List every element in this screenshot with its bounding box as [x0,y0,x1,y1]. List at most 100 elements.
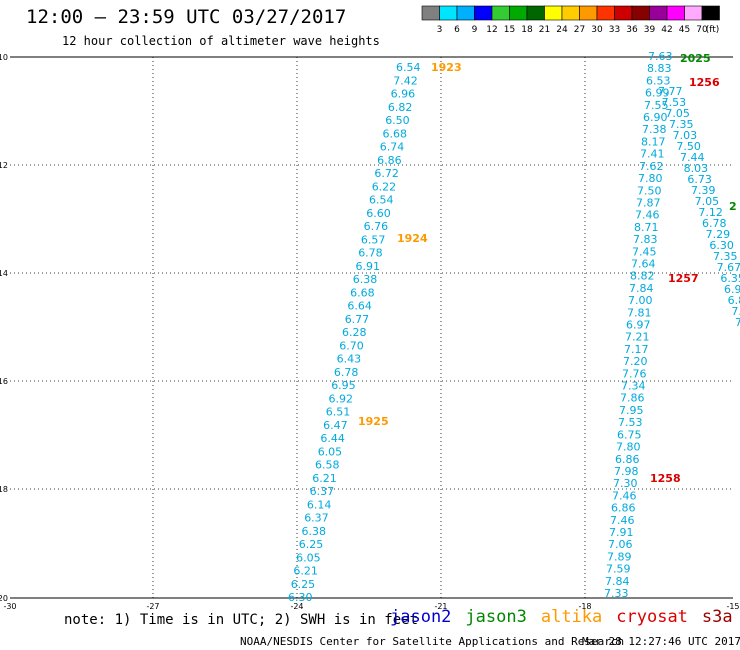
wave-height-value: 7.20 [623,355,648,368]
wave-height-value: 7.33 [604,587,629,600]
wave-height-value: 6.30 [288,591,313,604]
wave-height-value: 6.91 [356,260,381,273]
wave-height-value: 6.25 [299,538,324,551]
wave-height-value: 7.91 [609,526,634,539]
hour-label-altika: 1923 [431,61,462,74]
wave-height-value: 7.98 [614,465,639,478]
satellite-legend: jason2 jason3 altika cryosat s3a [390,607,740,627]
wave-height-value: 6.37 [304,512,329,525]
wave-height-value: 6.78 [702,217,727,230]
wave-height-value: 6.86 [611,502,636,515]
colorbar-label: 36 [626,25,638,35]
colorbar-swatch [701,5,720,21]
wave-height-value: 6.82 [388,101,413,114]
wave-height-value: 7.67 [717,261,740,274]
wave-height-value: 7.34 [621,380,646,393]
wave-height-value: 6.74 [380,141,405,154]
colorbar-label: 39 [644,25,656,35]
lat-tick-label: -12 [0,161,8,170]
legend-note: note: 1) Time is in UTC; 2) SWH is in fe… [64,612,419,628]
wave-height-value: 6.50 [385,114,410,127]
wave-height-value: 6.64 [347,300,372,313]
wave-height-value: 7.42 [393,74,418,87]
wave-height-value: 6.38 [302,525,327,538]
lat-tick-label: -10 [0,53,8,62]
wave-height-value: 6.99 [645,87,670,100]
wave-height-value: 6.78 [358,247,383,260]
wave-height-value: 6.73 [687,173,712,186]
wave-height-value: 6.77 [345,313,370,326]
wave-height-value: 7 [735,316,740,329]
footer-credit: NOAA/NESDIS Center for Satellite Applica… [240,635,625,648]
wave-height-value: 6.54 [369,194,394,207]
colorbar-label: 18 [521,25,533,35]
wave-height-value: 6.90 [643,111,668,124]
wave-height-value: 6.25 [291,578,316,591]
colorbar-label: 42 [661,25,672,35]
colorbar-label: 24 [556,25,568,35]
satellite-legend-altika: altika [540,607,603,627]
wave-height-value: 7.53 [662,96,687,109]
wave-height-value: 6.51 [326,406,351,419]
wave-height-value: 7.62 [639,160,664,173]
hour-label-cryosat: 1258 [650,472,681,485]
hour-label-jason3: 2025 [680,52,711,65]
wave-height-value: 7.84 [629,282,654,295]
colorbar-label: 33 [609,25,620,35]
wave-height-value: 7.03 [673,129,698,142]
wave-height-value: 6.70 [339,339,364,352]
wave-height-value: 6.54 [396,61,421,74]
wave-height-value: 6.44 [320,432,345,445]
wave-height-value: 7.64 [631,257,656,270]
wave-height-value: 6.21 [312,472,337,485]
wave-height-value: 7.9 [731,305,740,318]
page-subtitle: 12 hour collection of altimeter wave hei… [62,34,380,48]
hour-label-jason3-east: 2 [729,200,737,213]
hour-label-altika: 1925 [358,415,389,428]
wave-height-value: 6.60 [366,207,391,220]
color-scale-legend: 3 6 9 12 15 18 21 24 27 30 33 36 39 42 45 70(ft) [421,5,720,35]
wave-height-value: 7.21 [625,331,650,344]
wave-height-value: 7.50 [676,140,701,153]
wave-height-value: 7.35 [669,118,694,131]
colorbar-label: 3 [437,25,443,35]
wave-height-value: 6.28 [342,326,367,339]
wave-height-value: 8.71 [634,221,659,234]
wave-height-value: 8.17 [641,135,666,148]
wave-height-value: 8.03 [684,162,709,175]
wave-height-value: 8.83 [647,62,672,75]
lon-tick-label: -27 [146,602,159,611]
wave-height-value: 7.05 [695,195,720,208]
wave-height-value: 6.22 [372,180,397,193]
wave-height-value: 6.68 [383,127,408,140]
colorbar-label: 15 [504,25,515,35]
wave-height-value: 7.39 [691,184,716,197]
lon-tick-label: -21 [434,602,447,611]
wave-height-value: 6.58 [315,459,340,472]
wave-height-value: 8.82 [630,270,655,283]
wave-height-value: 7.29 [706,228,731,241]
wave-height-value: 7.45 [632,245,657,258]
colorbar-label: 9 [472,25,478,35]
satellite-legend-cryosat: cryosat [616,607,688,627]
wave-height-value: 7.05 [665,107,690,120]
lat-tick-label: -16 [0,377,8,386]
colorbar-label: 45 [679,25,690,35]
colorbar-label: 70 [696,25,708,35]
wave-height-value: 6.76 [364,220,389,233]
wave-height-value: 7.80 [638,172,663,185]
wave-height-value: 7.46 [612,489,637,502]
wave-height-value: 7.41 [640,148,665,161]
lon-tick-label: -30 [3,602,16,611]
wave-height-value: 6.30 [709,239,734,252]
wave-height-value: 7.00 [628,294,653,307]
page-title: 12:00 – 23:59 UTC 03/27/2017 [26,6,347,28]
wave-height-value: 6.21 [293,565,318,578]
wave-height-value: 7.95 [619,404,644,417]
wave-height-value: 7.83 [633,233,658,246]
wave-height-value: 7.89 [607,550,632,563]
colorbar-label: 12 [486,25,497,35]
wave-height-value: 7.80 [616,441,641,454]
wave-height-value: 6.47 [323,419,348,432]
